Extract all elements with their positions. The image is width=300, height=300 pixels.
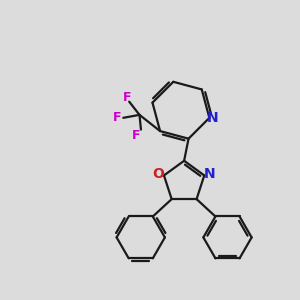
Text: N: N bbox=[207, 111, 219, 125]
Text: O: O bbox=[153, 167, 165, 181]
Text: N: N bbox=[204, 167, 215, 181]
Text: F: F bbox=[113, 111, 122, 124]
Text: F: F bbox=[123, 91, 131, 104]
Text: F: F bbox=[132, 129, 141, 142]
